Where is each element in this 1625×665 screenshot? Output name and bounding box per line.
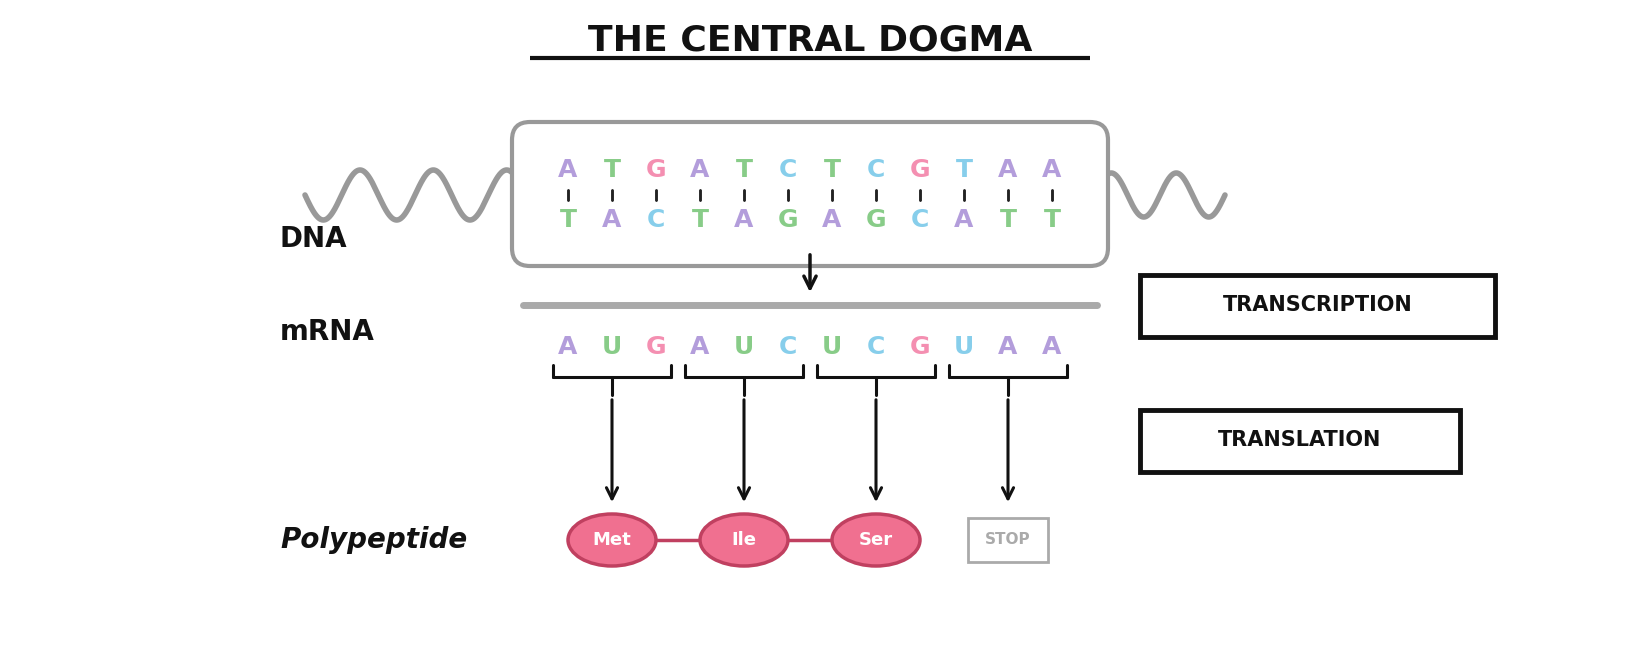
Text: U: U — [954, 335, 973, 359]
Text: C: C — [778, 158, 798, 182]
Text: TRANSLATION: TRANSLATION — [1219, 430, 1381, 450]
Text: T: T — [999, 208, 1017, 232]
Text: Ile: Ile — [731, 531, 757, 549]
Text: T: T — [603, 158, 621, 182]
Ellipse shape — [832, 514, 920, 566]
Text: G: G — [645, 158, 666, 182]
Text: C: C — [778, 335, 798, 359]
FancyBboxPatch shape — [1141, 410, 1459, 472]
Text: Ser: Ser — [860, 531, 894, 549]
Text: TRANSCRIPTION: TRANSCRIPTION — [1222, 295, 1412, 315]
Text: G: G — [866, 208, 886, 232]
Text: G: G — [778, 208, 798, 232]
Ellipse shape — [569, 514, 657, 566]
Text: A: A — [691, 335, 710, 359]
Text: A: A — [603, 208, 622, 232]
FancyBboxPatch shape — [1141, 275, 1495, 337]
Text: G: G — [645, 335, 666, 359]
FancyBboxPatch shape — [512, 122, 1108, 266]
Text: C: C — [647, 208, 665, 232]
Text: A: A — [734, 208, 754, 232]
Text: A: A — [559, 335, 578, 359]
Text: A: A — [1042, 158, 1061, 182]
Text: A: A — [559, 158, 578, 182]
Text: A: A — [954, 208, 973, 232]
Text: Polypeptide: Polypeptide — [280, 526, 468, 554]
Text: C: C — [910, 208, 930, 232]
Text: T: T — [824, 158, 840, 182]
Text: A: A — [691, 158, 710, 182]
Text: A: A — [998, 335, 1017, 359]
Text: G: G — [910, 158, 930, 182]
Text: U: U — [822, 335, 842, 359]
Ellipse shape — [700, 514, 788, 566]
Text: U: U — [601, 335, 622, 359]
Text: T: T — [559, 208, 577, 232]
FancyBboxPatch shape — [968, 518, 1048, 562]
Text: DNA: DNA — [280, 225, 348, 253]
Text: STOP: STOP — [985, 533, 1030, 547]
Text: T: T — [1043, 208, 1061, 232]
Text: mRNA: mRNA — [280, 318, 375, 346]
Text: C: C — [866, 335, 886, 359]
Text: THE CENTRAL DOGMA: THE CENTRAL DOGMA — [588, 23, 1032, 57]
Text: G: G — [910, 335, 930, 359]
Text: T: T — [692, 208, 708, 232]
Text: T: T — [956, 158, 972, 182]
Text: C: C — [866, 158, 886, 182]
Text: Met: Met — [593, 531, 632, 549]
Text: T: T — [736, 158, 752, 182]
Text: A: A — [1042, 335, 1061, 359]
Text: A: A — [822, 208, 842, 232]
Text: U: U — [734, 335, 754, 359]
Text: A: A — [998, 158, 1017, 182]
